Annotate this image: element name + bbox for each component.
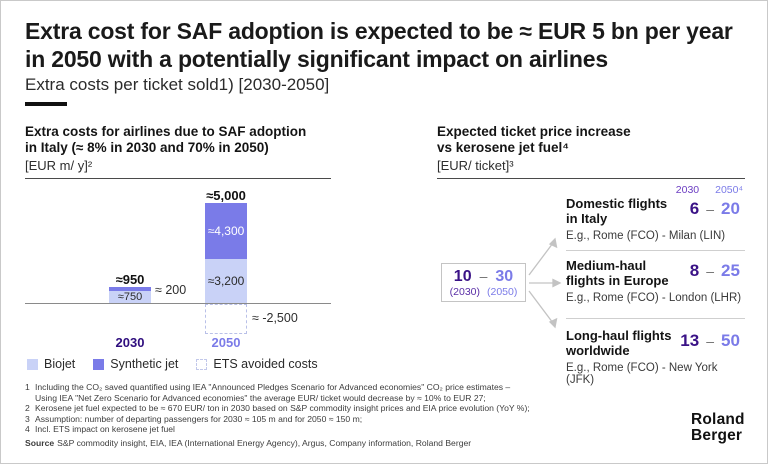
summary-range-box: 10 – 30 (2030) (2050): [441, 263, 526, 302]
flight-row-example: E.g., Rome (FCO) - New York (JFK): [566, 362, 718, 386]
summary-year-2030: (2030): [449, 285, 480, 298]
footnote-2: 2 Kerosene jet fuel expected to be ≈ 670…: [25, 403, 585, 414]
flight-row-example: E.g., Rome (FCO) - London (LHR): [566, 292, 742, 304]
summary-years: (2030) (2050): [450, 286, 518, 298]
right-panel-unit: [EUR/ ticket]³: [437, 158, 514, 173]
footnote-number: 3: [25, 413, 30, 424]
ets-swatch-icon: [196, 358, 208, 370]
flight-row-values: 13 – 50: [677, 331, 743, 351]
bar-2030-synthetic-segment: [109, 287, 151, 291]
right-panel-rule: [437, 178, 745, 179]
value-2030: 6: [689, 199, 700, 218]
page-title: Extra cost for SAF adoption is expected …: [25, 18, 733, 72]
footnote-text: Incl. ETS impact on kerosene jet fuel: [35, 424, 175, 435]
bar-2030-biojet-label: ≈750: [117, 291, 143, 303]
row-divider: [566, 250, 745, 251]
flight-row-values: 6 – 20: [677, 199, 743, 219]
source-text: S&P commodity insight, EIA, IEA (Interna…: [57, 437, 472, 448]
connector-arrows-icon: [528, 237, 562, 329]
legend-ets-label: ETS avoided costs: [213, 357, 318, 371]
summary-value-2050: 30: [495, 267, 514, 285]
chart-legend: Biojet Synthetic jet ETS avoided costs: [27, 357, 318, 371]
flight-row-title: Medium-haul flights in Europe: [566, 258, 669, 288]
legend-item-synthetic-jet: Synthetic jet: [93, 357, 178, 371]
footnote-text: Kerosene jet fuel expected to be ≈ 670 E…: [35, 403, 530, 414]
bar-2050-ets-segment: [205, 304, 247, 334]
source-line: Source S&P commodity insight, EIA, IEA (I…: [25, 438, 585, 449]
summary-year-2050: (2050): [487, 285, 518, 298]
footnote-text: Assumption: number of departing passenge…: [35, 413, 363, 424]
flight-row-title: Long-haul flights worldwide: [566, 328, 672, 358]
range-dash: –: [706, 201, 714, 217]
flight-row-domestic: Domestic flights in Italy 6 – 20 E.g., R…: [566, 196, 745, 242]
row-divider: [566, 318, 745, 319]
summary-value-2030: 10: [453, 267, 472, 285]
flight-row-values: 8 – 25: [677, 261, 743, 281]
x-axis-label-2030: 2030: [115, 335, 145, 350]
bar-2030-synthetic-label: ≈ 200: [155, 283, 187, 297]
col-header-2030: 2030: [675, 184, 700, 196]
bar-2050-biojet-segment: ≈3,200: [205, 259, 247, 303]
page-subtitle: Extra costs per ticket sold1) [2030-2050…: [25, 75, 330, 94]
bar-2050-synthetic-label: ≈4,300: [207, 224, 245, 238]
bar-2030-biojet-segment: ≈750: [109, 291, 151, 303]
ticket-price-panel: 2030 2050⁴ Domestic flights in Italy 6 –…: [437, 179, 745, 386]
footnote-number: 4: [25, 424, 30, 435]
right-panel-heading: Expected ticket price increase vs kerose…: [437, 124, 631, 155]
bar-2050-biojet-label: ≈3,200: [207, 274, 245, 288]
title-dash: [25, 102, 67, 106]
biojet-swatch-icon: [27, 358, 38, 370]
legend-biojet-label: Biojet: [44, 357, 76, 371]
flight-row-example: E.g., Rome (FCO) - Milan (LIN): [566, 230, 726, 242]
value-2030: 13: [680, 331, 700, 350]
chart-zero-axis: [25, 303, 331, 304]
right-panel-header: Expected ticket price increase vs kerose…: [437, 124, 745, 173]
legend-item-biojet: Biojet: [27, 357, 75, 371]
range-dash: –: [706, 333, 714, 349]
bar-2030-total-label: ≈950: [115, 272, 145, 287]
bar-2050-ets-label: ≈ -2,500: [252, 311, 298, 325]
summary-range-dash: –: [479, 267, 488, 284]
summary-values: 10 – 30: [454, 268, 513, 285]
footnotes: 1 Including the CO₂ saved quantified usi…: [25, 382, 585, 449]
x-axis-label-2050: 2050: [211, 335, 241, 350]
footnote-1: 1 Including the CO₂ saved quantified usi…: [25, 382, 585, 403]
footnote-number: 2: [25, 403, 30, 414]
bar-2050-synthetic-segment: ≈4,300: [205, 203, 247, 259]
value-2030: 8: [689, 261, 700, 280]
range-dash: –: [706, 263, 714, 279]
footnote-text: Including the CO₂ saved quantified using…: [35, 382, 511, 403]
left-panel-heading: Extra costs for airlines due to SAF adop…: [25, 124, 307, 155]
source-label: Source: [25, 437, 55, 448]
left-panel-rule: [25, 178, 331, 179]
left-panel-header: Extra costs for airlines due to SAF adop…: [25, 124, 333, 173]
column-headers: 2030 2050⁴: [676, 184, 743, 196]
value-2050: 20: [721, 199, 740, 218]
synthetic-jet-swatch-icon: [93, 358, 105, 370]
legend-item-ets: ETS avoided costs: [196, 357, 318, 371]
value-2050: 25: [721, 261, 740, 280]
flight-row-title: Domestic flights in Italy: [566, 196, 668, 226]
footnote-4: 4 Incl. ETS impact on kerosene jet fuel: [25, 424, 585, 435]
value-2050: 50: [721, 331, 740, 350]
saf-cost-bar-chart: ≈950 ≈750 ≈ 200 ≈5,000 ≈4,300 ≈3,200 ≈ -…: [25, 179, 331, 379]
roland-berger-logo: Roland Berger: [691, 411, 745, 444]
flight-row-medium-haul: Medium-haul flights in Europe 8 – 25 E.g…: [566, 258, 745, 304]
bar-2050-total-label: ≈5,000: [206, 188, 246, 203]
flight-row-long-haul: Long-haul flights worldwide 13 – 50 E.g.…: [566, 328, 745, 386]
footnote-number: 1: [25, 382, 30, 392]
footnote-3: 3 Assumption: number of departing passen…: [25, 414, 585, 425]
col-header-2050: 2050⁴: [715, 184, 743, 196]
legend-synthetic-jet-label: Synthetic jet: [110, 357, 179, 371]
left-panel-unit: [EUR m/ y]²: [25, 158, 93, 173]
